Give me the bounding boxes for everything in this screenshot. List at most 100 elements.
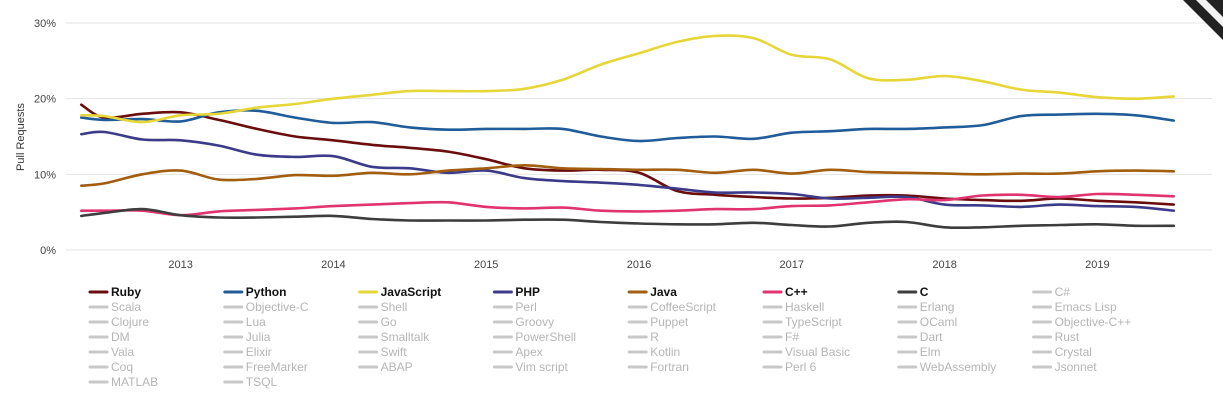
- legend-item-freemarker[interactable]: FreeMarker: [223, 360, 308, 374]
- x-tick-label: 2015: [474, 259, 498, 271]
- legend-label: Objective-C: [246, 300, 309, 314]
- legend-item-r[interactable]: R: [627, 330, 659, 344]
- legend-item-apex[interactable]: Apex: [492, 345, 543, 359]
- legend-label: C: [920, 285, 929, 299]
- x-tick-label: 2017: [780, 259, 804, 271]
- legend-label: Visual Basic: [785, 345, 850, 359]
- legend-item-elixir[interactable]: Elixir: [223, 345, 272, 359]
- x-tick-label: 2019: [1085, 259, 1109, 271]
- legend-item-vim-script[interactable]: Vim script: [492, 360, 569, 374]
- x-tick-label: 2014: [321, 259, 345, 271]
- x-tick-label: 2018: [932, 259, 956, 271]
- legend-label: Go: [381, 315, 397, 329]
- legend-item-go[interactable]: Go: [358, 315, 397, 329]
- legend-item-objective-c[interactable]: Objective-C: [223, 300, 309, 314]
- legend-label: Rust: [1055, 330, 1080, 344]
- legend-label: Vala: [111, 345, 134, 359]
- legend-item-scala[interactable]: Scala: [88, 300, 141, 314]
- legend-label: Objective-C++: [1055, 315, 1132, 329]
- legend-item-swift[interactable]: Swift: [358, 345, 408, 359]
- legend-label: WebAssembly: [920, 360, 996, 374]
- legend-item-dm[interactable]: DM: [88, 330, 130, 344]
- legend-item-coffeescript[interactable]: CoffeeScript: [627, 300, 717, 314]
- legend-item-vala[interactable]: Vala: [88, 345, 134, 359]
- legend-label: JavaScript: [381, 285, 442, 299]
- legend-item-shell[interactable]: Shell: [358, 300, 408, 314]
- legend-item-erlang[interactable]: Erlang: [897, 300, 955, 314]
- legend-item-emacs-lisp[interactable]: Emacs Lisp: [1032, 300, 1117, 314]
- legend-item-dart[interactable]: Dart: [897, 330, 943, 344]
- legend-item-perl[interactable]: Perl: [492, 300, 537, 314]
- legend-item-powershell[interactable]: PowerShell: [492, 330, 576, 344]
- legend-label: Lua: [246, 315, 266, 329]
- legend-item-javascript[interactable]: JavaScript: [358, 285, 442, 299]
- legend-item-c[interactable]: C: [897, 285, 929, 299]
- legend-label: CoffeeScript: [650, 300, 716, 314]
- legend-label: Ruby: [111, 285, 141, 299]
- legend-item-coq[interactable]: Coq: [88, 360, 133, 374]
- legend-label: OCaml: [920, 315, 957, 329]
- legend-label: Dart: [920, 330, 943, 344]
- legend-label: Perl: [515, 300, 536, 314]
- legend-item-ocaml[interactable]: OCaml: [897, 315, 957, 329]
- legend-label: Clojure: [111, 315, 149, 329]
- legend-label: Julia: [246, 330, 271, 344]
- legend-item-groovy[interactable]: Groovy: [492, 315, 554, 329]
- legend-item-matlab[interactable]: MATLAB: [88, 375, 158, 389]
- legend-label: PowerShell: [515, 330, 576, 344]
- legend-item-fsharp[interactable]: F#: [762, 330, 799, 344]
- legend-item-kotlin[interactable]: Kotlin: [627, 345, 680, 359]
- legend-label: Smalltalk: [381, 330, 431, 344]
- series-line-java: [80, 164, 1176, 187]
- legend-label: Python: [246, 285, 287, 299]
- legend-item-jsonnet[interactable]: Jsonnet: [1032, 360, 1098, 374]
- legend-item-objective-cplusplus[interactable]: Objective-C++: [1032, 315, 1132, 329]
- grid-lines: [66, 22, 1212, 251]
- legend-label: Coq: [111, 360, 133, 374]
- legend-item-elm[interactable]: Elm: [897, 345, 941, 359]
- legend-item-abap[interactable]: ABAP: [358, 360, 413, 374]
- series-line-javascript: [80, 34, 1176, 124]
- legend-label: MATLAB: [111, 375, 158, 389]
- legend-item-clojure[interactable]: Clojure: [88, 315, 149, 329]
- legend-item-php[interactable]: PHP: [492, 285, 540, 299]
- legend-item-puppet[interactable]: Puppet: [627, 315, 689, 329]
- y-tick-label: 20%: [34, 94, 56, 106]
- x-tick-label: 2013: [168, 259, 192, 271]
- legend-label: C++: [785, 285, 808, 299]
- y-axis-label: Pull Requests: [15, 103, 27, 171]
- legend-label: Kotlin: [650, 345, 680, 359]
- x-axis-ticks: 2013 2014 2015 2016 2017 2018 2019: [168, 259, 1109, 271]
- y-tick-label: 10%: [34, 169, 56, 181]
- legend-item-julia[interactable]: Julia: [223, 330, 271, 344]
- legend-item-lua[interactable]: Lua: [223, 315, 266, 329]
- series-line-c-: [80, 192, 1176, 217]
- legend-label: Elm: [920, 345, 941, 359]
- legend-item-crystal[interactable]: Crystal: [1032, 345, 1092, 359]
- legend-item-python[interactable]: Python: [223, 285, 287, 299]
- legend-item-cplusplus[interactable]: C++: [762, 285, 808, 299]
- legend-label: PHP: [515, 285, 540, 299]
- legend-item-typescript[interactable]: TypeScript: [762, 315, 842, 329]
- legend-item-visual-basic[interactable]: Visual Basic: [762, 345, 850, 359]
- legend-label: Emacs Lisp: [1055, 300, 1117, 314]
- legend-label: Elixir: [246, 345, 272, 359]
- legend-item-haskell[interactable]: Haskell: [762, 300, 824, 314]
- legend-label: Jsonnet: [1055, 360, 1098, 374]
- legend-label: Fortran: [650, 360, 689, 374]
- legend-item-java[interactable]: Java: [627, 285, 677, 299]
- legend-item-csharp[interactable]: C#: [1032, 285, 1071, 299]
- legend-item-smalltalk[interactable]: Smalltalk: [358, 330, 431, 344]
- series-lines: [80, 34, 1176, 230]
- corner-ribbon: [1183, 0, 1223, 40]
- legend-item-ruby[interactable]: Ruby: [88, 285, 141, 299]
- legend-label: F#: [785, 330, 799, 344]
- legend-item-fortran[interactable]: Fortran: [627, 360, 689, 374]
- legend-label: Groovy: [515, 315, 554, 329]
- legend-label: DM: [111, 330, 130, 344]
- legend-item-tsql[interactable]: TSQL: [223, 375, 278, 389]
- legend-item-rust[interactable]: Rust: [1032, 330, 1080, 344]
- legend-item-perl-6[interactable]: Perl 6: [762, 360, 817, 374]
- legend-item-webassembly[interactable]: WebAssembly: [897, 360, 996, 374]
